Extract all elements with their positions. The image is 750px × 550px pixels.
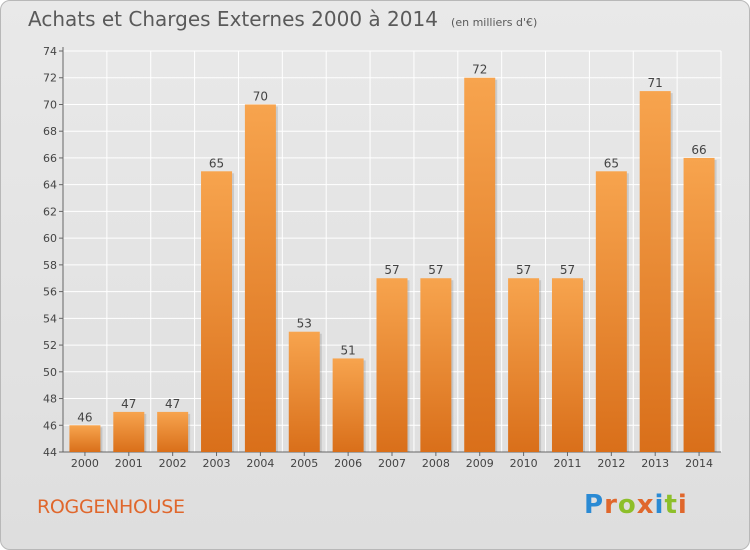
data-label: 57 — [560, 263, 575, 277]
y-tick-label: 72 — [43, 72, 57, 85]
x-tick-label: 2013 — [641, 457, 669, 470]
x-tick-label: 2005 — [290, 457, 318, 470]
data-label: 70 — [253, 89, 268, 103]
logo-letter: i — [654, 490, 665, 520]
y-tick-label: 60 — [43, 232, 57, 245]
data-label: 51 — [340, 343, 355, 357]
logo-letter: r — [604, 490, 618, 520]
data-label: 65 — [209, 156, 224, 170]
chart-subtitle: (en milliers d'€) — [451, 16, 538, 29]
bar — [551, 278, 583, 452]
logo-letter: x — [636, 490, 655, 520]
chart-title: Achats et Charges Externes 2000 à 2014 — [28, 7, 438, 31]
y-tick-label: 58 — [43, 259, 57, 272]
x-tick-label: 2007 — [378, 457, 406, 470]
logo-letter: i — [677, 490, 688, 520]
x-tick-label: 2010 — [510, 457, 538, 470]
data-label: 66 — [691, 143, 706, 157]
data-label: 72 — [472, 63, 487, 77]
bar — [113, 411, 145, 452]
x-tick-label: 2003 — [203, 457, 231, 470]
y-tick-label: 74 — [43, 45, 57, 58]
y-tick-label: 64 — [43, 179, 57, 192]
y-tick-label: 44 — [43, 446, 57, 459]
data-label: 57 — [428, 263, 443, 277]
data-label: 47 — [165, 397, 180, 411]
y-tick-label: 70 — [43, 98, 57, 111]
y-tick-label: 46 — [43, 419, 57, 432]
data-label: 71 — [648, 76, 663, 90]
data-labels: 46 47 47 65 70 53 51 57 57 72 57 57 65 71 66 — [77, 63, 706, 425]
x-tick-label: 2009 — [466, 457, 494, 470]
y-tick-label: 50 — [43, 366, 57, 379]
bar — [376, 278, 408, 452]
y-tick-label: 66 — [43, 152, 57, 165]
x-tick-labels: 2000 2001 2002 2003 2004 2005 2006 2007 2008 2009… — [71, 457, 713, 470]
bar — [332, 358, 364, 452]
bar — [157, 411, 189, 452]
y-tick-label: 62 — [43, 205, 57, 218]
x-tick-label: 2002 — [159, 457, 187, 470]
proxiti-logo[interactable]: Proxiti — [584, 490, 688, 520]
y-tick-label: 56 — [43, 286, 57, 299]
bar — [288, 331, 320, 452]
data-label: 47 — [121, 397, 136, 411]
logo-letter: o — [617, 490, 637, 520]
x-tick-label: 2006 — [334, 457, 362, 470]
data-label: 46 — [77, 410, 92, 424]
data-label: 65 — [604, 156, 619, 170]
y-tick-labels: 44 46 48 50 52 54 56 58 60 62 64 66 68 70 72 74 — [43, 45, 57, 459]
x-tick-label: 2012 — [597, 457, 625, 470]
x-tick-label: 2014 — [685, 457, 713, 470]
x-tick-label: 2011 — [553, 457, 581, 470]
x-tick-label: 2000 — [71, 457, 99, 470]
bar — [464, 77, 496, 452]
data-label: 53 — [297, 317, 312, 331]
place-name: ROGGENHOUSE — [37, 496, 185, 518]
bar — [683, 157, 715, 452]
x-tick-label: 2008 — [422, 457, 450, 470]
x-tick-label: 2004 — [246, 457, 274, 470]
data-label: 57 — [516, 263, 531, 277]
logo-letter: P — [584, 490, 605, 520]
bar — [201, 171, 233, 453]
bar — [639, 91, 671, 452]
bar — [244, 104, 276, 452]
data-label: 57 — [384, 263, 399, 277]
x-tick-label: 2001 — [115, 457, 143, 470]
bar — [420, 278, 452, 452]
bar — [595, 171, 627, 453]
bar — [508, 278, 540, 452]
logo-letter: t — [664, 490, 678, 520]
title-block: Achats et Charges Externes 2000 à 2014 (… — [28, 7, 537, 31]
bar — [69, 425, 101, 452]
y-tick-label: 48 — [43, 393, 57, 406]
y-tick-label: 54 — [43, 312, 57, 325]
y-tick-label: 52 — [43, 339, 57, 352]
y-tick-label: 68 — [43, 125, 57, 138]
bars — [69, 77, 717, 453]
